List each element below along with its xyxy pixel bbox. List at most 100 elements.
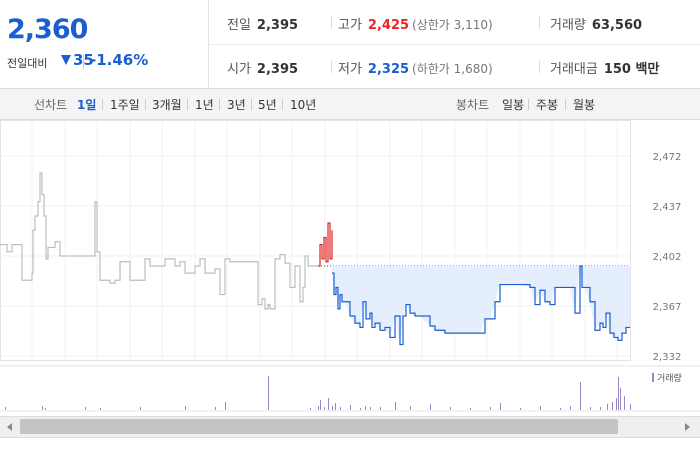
volume-bar [328,398,329,410]
tab-1-week[interactable]: 1주일 [110,98,140,112]
y-tick-label: 2,402 [653,252,682,263]
volume-bar [360,408,361,410]
volume-bar [5,407,6,410]
volume-bar [335,403,336,410]
stat-value: 63,560 [591,18,643,33]
y-tick-label: 2,472 [653,152,682,163]
divider [219,99,220,110]
scroll-thumb[interactable] [20,419,618,434]
volume-bar [540,406,541,410]
volume-bar [620,388,621,410]
tab-1-year[interactable]: 1년 [195,98,214,112]
volume-bar [332,406,333,410]
divider [83,55,84,69]
stat-value: 2,395 [256,62,299,77]
tab-daily-candle[interactable]: 일봉 [502,98,525,112]
volume-bar [560,408,561,410]
volume-bar [370,407,371,410]
divider [565,99,566,110]
stat-low: 저가 2,325 (하한가 1,680) [338,58,493,77]
divider [331,16,332,29]
volume-bar [350,405,351,410]
stat-high: 고가 2,425 (상한가 3,110) [338,14,493,33]
y-tick-label: 2,332 [653,352,682,363]
volume-bar [395,402,396,410]
candle-chart-label: 봉차트 [456,98,490,112]
volume-bar [45,408,46,410]
tab-10-years[interactable]: 10년 [290,98,317,112]
tab-3-years[interactable]: 3년 [227,98,246,112]
plot-frame [0,120,631,361]
scroll-left-icon[interactable] [7,423,12,431]
stat-label: 고가 [338,18,362,33]
volume-bar [520,408,521,410]
volume-bar [500,403,501,410]
price-chart[interactable]: 2,472 2,437 2,402 2,367 2,332 거래량 [0,120,700,420]
divider [539,60,540,73]
stat-label: 저가 [338,62,362,77]
volume-bar [380,407,381,410]
volume-bar [185,406,186,410]
volume-bar [318,406,319,410]
volume-bar [310,408,311,410]
series-today-up [318,222,333,267]
stat-label: 거래대금 [550,62,598,77]
price-panel: 2,360 전일대비 35 -1.46% [0,0,209,88]
volume-bar [42,406,43,410]
volume-bar [470,408,471,410]
volume-bar [618,377,619,410]
tab-monthly-candle[interactable]: 월봉 [573,98,596,112]
volume-bar [616,398,617,410]
y-tick-label: 2,367 [653,302,682,313]
volume-bar [215,407,216,410]
y-tick-label: 2,437 [653,202,682,213]
tab-3-months[interactable]: 3개월 [152,98,182,112]
stat-sub: (상한가 3,110) [412,18,493,32]
stat-value: 150 백만 [603,62,660,77]
stats-grid: 전일 2,395 고가 2,425 (상한가 3,110) 거래량 63,560 시가 2… [209,0,700,88]
divider [102,99,103,110]
chart-scrollbar[interactable] [0,416,700,438]
change-label: 전일대비 [7,57,48,70]
stat-prev-close: 전일 2,395 [227,14,298,33]
volume-bar [100,408,101,410]
volume-bar [340,407,341,410]
legend-label: 거래량 [657,372,682,384]
volume-bar [320,400,321,410]
scroll-right-icon[interactable] [685,423,690,431]
stat-label: 시가 [227,62,251,77]
stat-label: 전일 [227,18,251,33]
stat-amount: 거래대금 150 백만 [550,58,659,77]
tab-weekly-candle[interactable]: 주봉 [536,98,559,112]
line-chart-label: 선차트 [34,98,68,112]
divider [539,16,540,29]
volume-bar [410,406,411,410]
current-price: 2,360 [7,14,88,45]
chart-svg: 2,472 2,437 2,402 2,367 2,332 거래량 [0,120,700,412]
divider [528,99,529,110]
volume-bar [590,407,591,410]
divider [187,99,188,110]
series-previous-day [0,172,318,310]
stat-open: 시가 2,395 [227,58,298,77]
volume-bar [570,406,571,410]
tab-1-day[interactable]: 1일 [77,98,97,112]
tab-5-years[interactable]: 5년 [258,98,277,112]
stat-value: 2,425 [367,18,410,33]
divider [251,99,252,110]
volume-bar [630,404,631,410]
volume-bar [607,404,608,410]
below-reference-fill [318,266,630,345]
volume-bar [85,407,86,410]
divider [282,99,283,110]
volume-bar [140,407,141,410]
stat-label: 거래량 [550,18,586,33]
volume-bar [624,396,625,410]
series-today-down [332,265,630,346]
volume-bar [612,402,613,410]
stat-sub: (하한가 1,680) [412,62,493,76]
volume-bar [450,407,451,410]
stats-row: 시가 2,395 저가 2,325 (하한가 1,680) 거래대금 150 백만 [209,44,700,88]
divider [331,60,332,73]
volume-bar [600,407,601,410]
